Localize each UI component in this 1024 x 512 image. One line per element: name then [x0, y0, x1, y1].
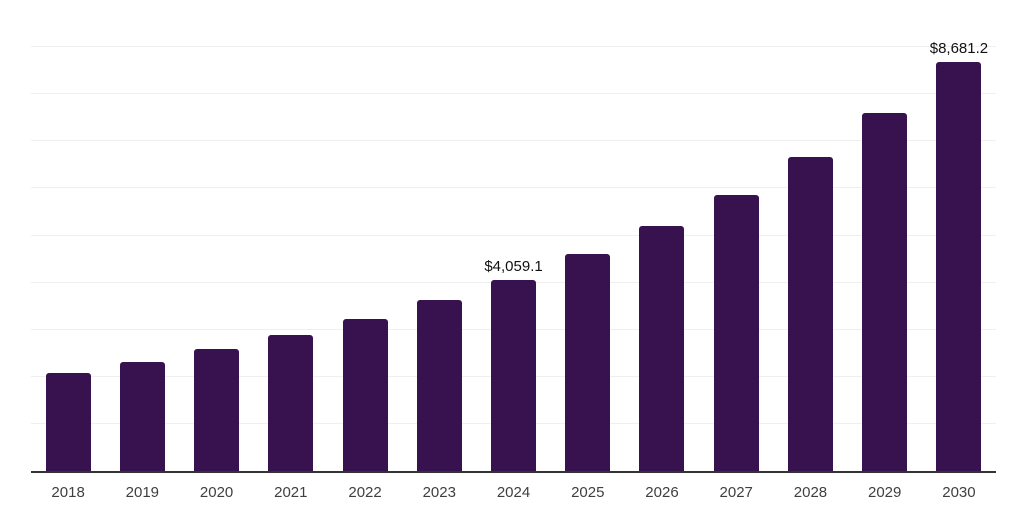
- bars-layer: $4,059.1 $8,681.2: [31, 0, 996, 471]
- bar-2019: [119, 361, 165, 471]
- bar-2030: $8,681.2: [930, 40, 988, 471]
- bar-2023: [416, 300, 462, 471]
- x-tick-label-2022: 2022: [348, 484, 382, 501]
- bar-slot-2020: [179, 0, 253, 471]
- gridline-6000: [31, 187, 996, 189]
- data-label-2030: $8,681.2: [929, 40, 989, 58]
- plot-area: $4,059.1 $8,681.2: [31, 0, 996, 473]
- bar-2025: [565, 254, 611, 471]
- bar-slot-2030: $8,681.2: [922, 0, 996, 471]
- x-tick-label-2026: 2026: [645, 484, 679, 501]
- bar-slot-2029: [848, 0, 922, 471]
- bar-2018: [45, 373, 91, 471]
- gridline-7000: [31, 140, 996, 142]
- x-tick-label-2030: 2030: [942, 484, 976, 501]
- bar-slot-2026: [625, 0, 699, 471]
- x-tick-label-2020: 2020: [199, 484, 234, 501]
- x-tick-label-2029: 2029: [868, 484, 902, 501]
- bar-2029: [862, 112, 908, 471]
- gridline-9000: [31, 46, 996, 48]
- bar-slot-2024: $4,059.1: [476, 0, 550, 471]
- data-label-2024: $4,059.1: [484, 257, 543, 275]
- x-tick-label-2024: 2024: [496, 484, 531, 501]
- bar-2022: [342, 319, 388, 471]
- x-axis-labels: 2018 2019 2020 2021 2022 2023 2024 2025 2026 2027…: [31, 484, 996, 501]
- bar-2020: [194, 349, 240, 471]
- x-tick-label-2021: 2021: [274, 484, 308, 501]
- bar-2027: [713, 194, 759, 471]
- x-tick-label-2027: 2027: [719, 484, 753, 501]
- x-tick-label-2018: 2018: [51, 484, 85, 501]
- bar-2024: $4,059.1: [484, 258, 543, 471]
- bar-2026: [639, 226, 685, 471]
- gridline-5000: [31, 234, 996, 236]
- bar-slot-2022: [328, 0, 402, 471]
- bar-2028: [787, 156, 833, 471]
- bar-slot-2023: [402, 0, 476, 471]
- bar-slot-2027: [699, 0, 773, 471]
- gridline-8000: [31, 93, 996, 95]
- bar-2021: [268, 335, 314, 471]
- x-tick-label-2023: 2023: [422, 484, 456, 501]
- bar-slot-2021: [254, 0, 328, 471]
- bar-slot-2025: [551, 0, 625, 471]
- bar-slot-2019: [105, 0, 179, 471]
- x-tick-label-2025: 2025: [571, 484, 605, 501]
- x-tick-label-2019: 2019: [125, 484, 160, 501]
- bar-slot-2028: [773, 0, 847, 471]
- x-tick-label-2028: 2028: [793, 484, 828, 501]
- bar-slot-2018: [31, 0, 105, 471]
